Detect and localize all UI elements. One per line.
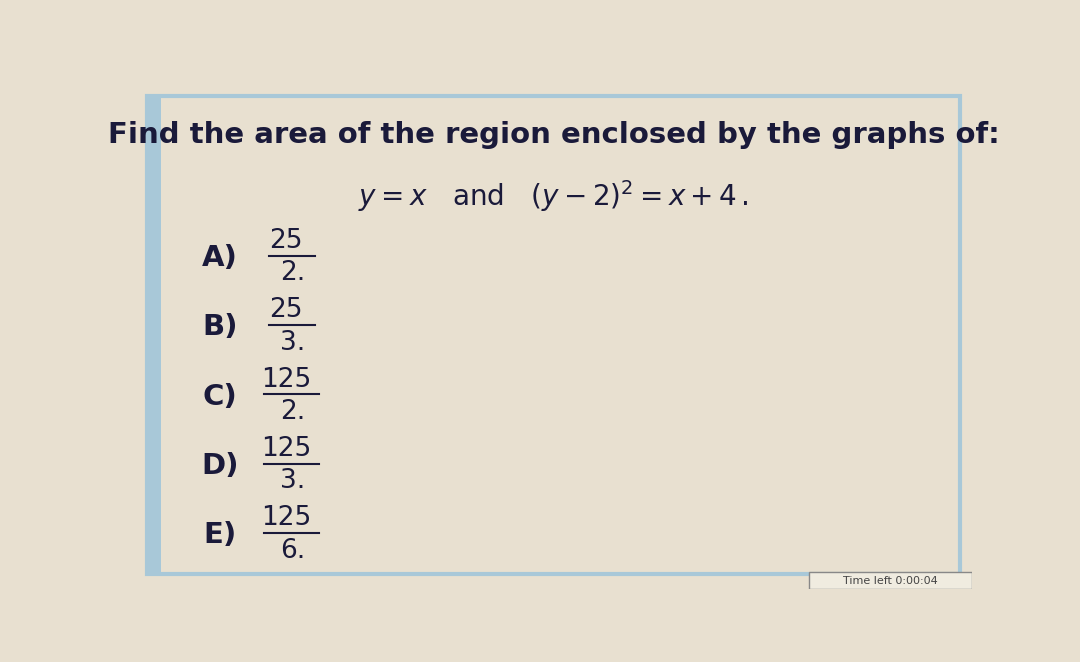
Text: 25: 25 [269,228,302,254]
Bar [809,572,972,589]
Text: Find the area of the region enclosed by the graphs of:: Find the area of the region enclosed by … [108,121,999,149]
Text: 125: 125 [261,505,311,532]
Bar [147,97,161,574]
Text: 3.: 3. [280,469,305,495]
Text: B): B) [203,313,238,342]
Text: $y = x$   and   $(y - 2)^2 = x + 4\,$.: $y = x$ and $(y - 2)^2 = x + 4\,$. [359,179,748,214]
Text: 125: 125 [261,436,311,462]
Text: 3.: 3. [280,330,305,355]
Text: 2.: 2. [280,399,305,425]
Text: E): E) [204,521,237,549]
Text: 2.: 2. [280,260,305,287]
Text: C): C) [203,383,238,410]
Text: A): A) [202,244,239,272]
Text: D): D) [202,452,239,480]
Text: 6.: 6. [280,538,305,563]
Text: 125: 125 [261,367,311,393]
Text: 25: 25 [269,297,302,324]
Text: Time left 0:00:04: Time left 0:00:04 [843,576,939,586]
